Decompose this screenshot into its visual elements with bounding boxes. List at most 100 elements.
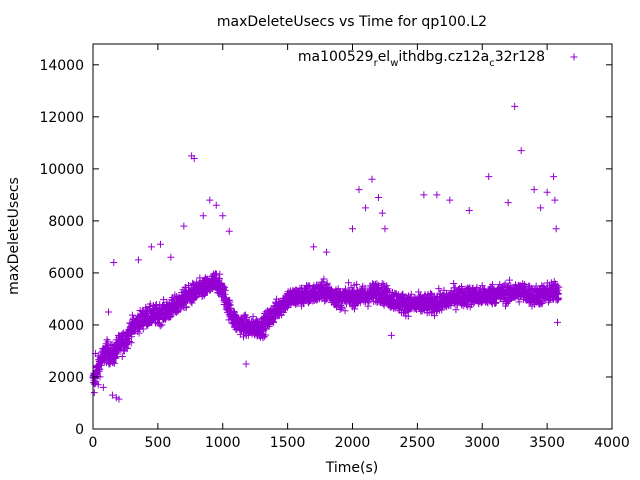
data-point — [167, 253, 175, 261]
data-point — [368, 175, 376, 183]
y-tick-label: 6000 — [48, 266, 84, 282]
data-point — [260, 333, 268, 341]
data-point — [458, 282, 466, 290]
data-point — [221, 287, 229, 295]
data-point — [452, 306, 460, 314]
data-point — [426, 289, 434, 297]
y-tick-label: 4000 — [48, 318, 84, 334]
data-point — [543, 188, 551, 196]
data-point — [554, 318, 562, 326]
data-point — [118, 352, 126, 360]
data-point — [440, 286, 448, 294]
data-point — [431, 312, 439, 320]
data-point — [551, 196, 559, 204]
data-point — [550, 173, 558, 181]
data-point — [450, 280, 458, 288]
legend-part-1: ma100529 — [298, 49, 374, 65]
data-point — [206, 196, 214, 204]
legend-part-7: 32r128 — [495, 49, 545, 65]
data-point — [349, 225, 356, 233]
data-point — [128, 311, 136, 319]
data-point — [381, 225, 389, 233]
data-point — [96, 365, 104, 373]
x-tick-label: 2500 — [400, 435, 436, 451]
y-tick-label: 14000 — [39, 58, 84, 74]
data-point — [323, 248, 331, 256]
data-point — [249, 313, 257, 321]
x-tick-label: 4000 — [594, 435, 630, 451]
data-point — [243, 314, 251, 322]
data-point — [216, 270, 224, 278]
data-point — [537, 204, 545, 212]
data-point — [90, 389, 98, 397]
data-point — [147, 243, 155, 251]
chart-title: maxDeleteUsecs vs Time for qp100.L2 — [217, 14, 487, 30]
x-tick-label: 0 — [89, 435, 98, 451]
data-point — [146, 300, 154, 308]
legend-part-3: el — [378, 49, 391, 65]
data-point — [555, 295, 563, 303]
data-point — [219, 212, 227, 220]
data-point — [465, 206, 473, 214]
data-point — [200, 291, 208, 299]
data-point — [180, 222, 188, 230]
data-point — [99, 383, 107, 391]
x-axis-label: Time(s) — [325, 460, 378, 476]
x-tick-label: 3500 — [529, 435, 565, 451]
data-point — [156, 240, 164, 248]
data-point — [378, 209, 386, 217]
data-point — [364, 299, 372, 307]
data-point — [353, 280, 361, 288]
x-tick-label: 1500 — [270, 435, 306, 451]
data-point — [156, 322, 164, 330]
data-point — [504, 199, 512, 207]
data-point — [384, 287, 392, 295]
data-point — [192, 294, 200, 302]
data-point — [127, 339, 135, 347]
data-point — [262, 331, 270, 339]
data-point — [473, 283, 481, 291]
data-point — [323, 279, 331, 287]
data-point — [351, 305, 359, 313]
data-point — [108, 391, 116, 399]
y-axis-label: maxDeleteUsecs — [6, 177, 22, 295]
data-point — [279, 308, 287, 316]
legend-marker-plus — [570, 53, 578, 61]
x-tick-label: 1000 — [205, 435, 241, 451]
data-point — [387, 331, 395, 339]
y-tick-label: 2000 — [48, 370, 84, 386]
data-point — [506, 276, 514, 284]
data-point — [94, 381, 102, 389]
y-tick-label: 12000 — [39, 110, 84, 126]
x-tick-label: 3000 — [464, 435, 500, 451]
data-point — [341, 285, 349, 293]
data-point — [182, 303, 190, 311]
y-axis: 0 2000 4000 6000 8000 10000 12000 14000 — [39, 58, 612, 438]
data-point — [104, 338, 112, 346]
legend-label: ma100529relwithdbg.cz12ac32r128 — [298, 49, 545, 69]
plot-area — [89, 102, 563, 403]
data-point — [134, 256, 142, 264]
data-point — [123, 344, 131, 352]
legend: ma100529relwithdbg.cz12ac32r128 — [298, 49, 578, 69]
data-point — [310, 243, 318, 251]
data-point — [244, 331, 252, 339]
data-point — [158, 321, 166, 329]
data-point — [555, 283, 563, 291]
data-point — [221, 283, 229, 291]
data-point — [109, 358, 117, 366]
data-point — [553, 282, 561, 290]
data-point — [135, 329, 143, 337]
data-point — [341, 307, 349, 315]
data-point — [407, 290, 415, 298]
legend-part-5: ithdbg.cz12a — [398, 49, 489, 65]
data-point — [320, 275, 328, 283]
data-point — [511, 102, 519, 110]
data-point — [355, 186, 363, 194]
data-point — [345, 279, 353, 287]
data-point — [242, 360, 250, 368]
data-point — [552, 225, 560, 233]
data-point — [105, 308, 113, 316]
data-point — [126, 337, 134, 345]
plot-frame — [92, 43, 613, 430]
